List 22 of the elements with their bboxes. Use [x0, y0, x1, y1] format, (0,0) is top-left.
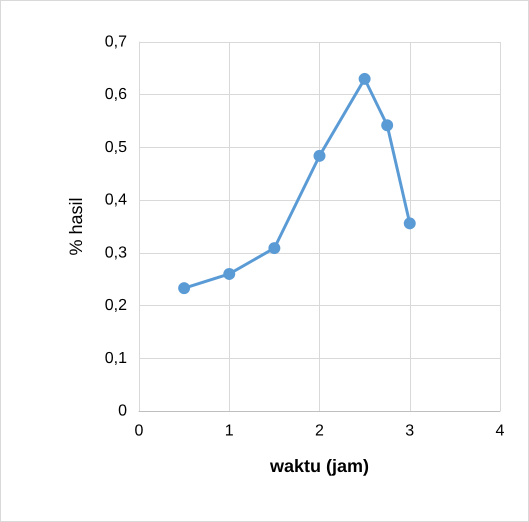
y-tick-label: 0,7 — [104, 34, 128, 50]
y-tick-label: 0,3 — [104, 244, 128, 262]
x-axis-title: waktu (jam) — [268, 456, 370, 476]
y-tick-label: 0,6 — [104, 86, 128, 104]
y-axis-title: % hasil — [66, 197, 86, 256]
y-tick-label: 0,5 — [104, 138, 128, 156]
point — [404, 217, 416, 230]
y-tick-label: 0,1 — [104, 350, 128, 367]
x-tick-label: 3 — [405, 422, 414, 440]
point — [223, 268, 236, 280]
point — [358, 72, 371, 85]
point — [381, 119, 394, 132]
x-tick-label: 4 — [496, 422, 505, 440]
y-tick-label: 0,4 — [104, 192, 128, 209]
point — [178, 282, 190, 294]
y-tick-label: 0,2 — [104, 297, 128, 314]
x-tick-label: 0 — [134, 422, 144, 440]
point — [314, 150, 326, 162]
x-tick-label: 2 — [315, 422, 324, 440]
point — [268, 242, 280, 254]
y-tick-label: 0 — [118, 402, 128, 420]
x-tick-label: 1 — [224, 422, 234, 440]
